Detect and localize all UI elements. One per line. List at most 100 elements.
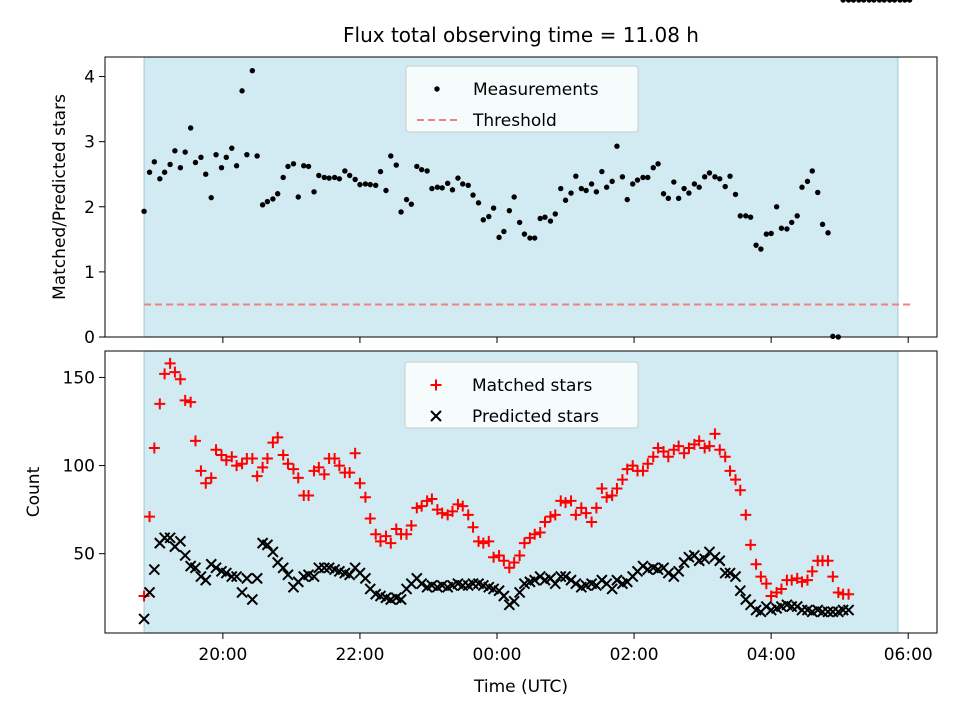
measurement-point [516, 219, 523, 226]
measurement-point [418, 166, 425, 173]
measurement-point [357, 181, 363, 188]
matched-star-point [359, 491, 371, 503]
matched-star-point [159, 368, 171, 380]
matched-star-point [267, 437, 279, 449]
count-y-ticks: 50 100 150 [63, 368, 105, 565]
measurement-point [609, 178, 615, 185]
measurement-point [295, 194, 301, 200]
measurement-point [326, 175, 332, 181]
matched-star-point [210, 444, 222, 456]
matched-star-point [261, 453, 273, 465]
matched-star-point [473, 535, 485, 547]
predicted-star-point [719, 567, 731, 579]
predicted-star-point [282, 569, 294, 581]
measurement-point [573, 173, 579, 179]
matched-star-point [195, 465, 207, 477]
x-tick-label: 20:00 [198, 645, 247, 665]
measurement-point [301, 163, 307, 169]
predicted-star-point [236, 586, 248, 599]
measurement-point [352, 176, 358, 183]
matched-star-point [436, 507, 448, 519]
measurement-point [161, 169, 168, 175]
matched-star-point [734, 484, 746, 496]
measurement-point [624, 196, 630, 203]
measurement-point [537, 215, 543, 222]
matched-star-point [601, 491, 613, 503]
measurement-point [681, 185, 687, 192]
measurement-point [521, 231, 528, 237]
predicted-star-point [698, 553, 711, 565]
measurement-point [768, 230, 774, 237]
matched-star-point [426, 493, 438, 505]
measurement-point [558, 185, 564, 192]
measurement-point [706, 170, 713, 176]
matched-star-point [832, 586, 844, 598]
measurement-point [804, 178, 811, 185]
matched-star-point [508, 557, 520, 568]
measurement-point [362, 181, 369, 187]
measurement-point [778, 225, 785, 231]
measurement-point [254, 153, 260, 159]
measurement-point [845, 0, 852, 3]
measurement-point [619, 174, 626, 180]
matched-star-point [272, 431, 284, 443]
measurement-point [665, 195, 672, 202]
matched-star-point [411, 502, 423, 514]
measurement-point [696, 184, 702, 190]
matched-star-point [534, 527, 546, 539]
measurement-point [444, 180, 451, 187]
legend-label: Measurements [473, 80, 599, 100]
measurement-point [233, 163, 240, 169]
matched-star-point [236, 458, 248, 470]
measurement-point [203, 171, 209, 177]
measurement-point [763, 231, 770, 237]
predicted-star-point [200, 574, 212, 586]
matched-star-point [627, 460, 639, 472]
matched-star-point [421, 495, 433, 507]
predicted-star-point [164, 532, 176, 544]
measurement-point [645, 174, 651, 181]
measurement-point [470, 192, 476, 198]
predicted-star-point [570, 577, 582, 590]
measurement-point [568, 190, 574, 196]
measurement-point [660, 191, 667, 197]
predicted-star-point [174, 535, 187, 548]
predicted-star-point [251, 572, 263, 585]
measurement-point [475, 200, 482, 206]
measurement-point [876, 0, 883, 3]
measurement-point [449, 187, 456, 193]
ratio-panel-frame [104, 56, 938, 338]
legend-label: Matched stars [472, 376, 592, 396]
predicted-star-point [359, 572, 372, 585]
measurement-point [336, 176, 343, 182]
matched-star-point [226, 451, 238, 463]
predicted-star-point [261, 539, 274, 551]
measurement-point [480, 217, 487, 223]
x-tick-label: 06:00 [884, 645, 933, 665]
x-axis-label: Time (UTC) [473, 677, 568, 697]
measurement-point [547, 218, 554, 224]
measurement-point [187, 125, 194, 131]
y-tick-label: 0 [84, 328, 95, 348]
measurement-point [496, 234, 502, 241]
legend-box [405, 65, 639, 133]
measurement-point [460, 181, 466, 187]
measurement-point [342, 168, 348, 174]
matched-star-point [586, 516, 598, 528]
matched-star-point [580, 507, 592, 519]
measurement-point [578, 185, 585, 192]
matched-star-point [719, 451, 731, 463]
x-tick-label: 00:00 [473, 645, 522, 665]
ratio-y-ticks: 0 1 2 3 4 [84, 68, 105, 348]
matched-star-point [380, 530, 392, 542]
measurement-point [671, 179, 677, 185]
matched-star-point [385, 537, 397, 549]
matched-star-point [251, 470, 263, 482]
matched-star-point [760, 578, 772, 590]
measurement-point [398, 209, 404, 215]
measurement-point [588, 181, 595, 187]
matched-star-point [179, 394, 191, 406]
measurement-point [465, 182, 471, 188]
matched-star-point [318, 468, 330, 480]
